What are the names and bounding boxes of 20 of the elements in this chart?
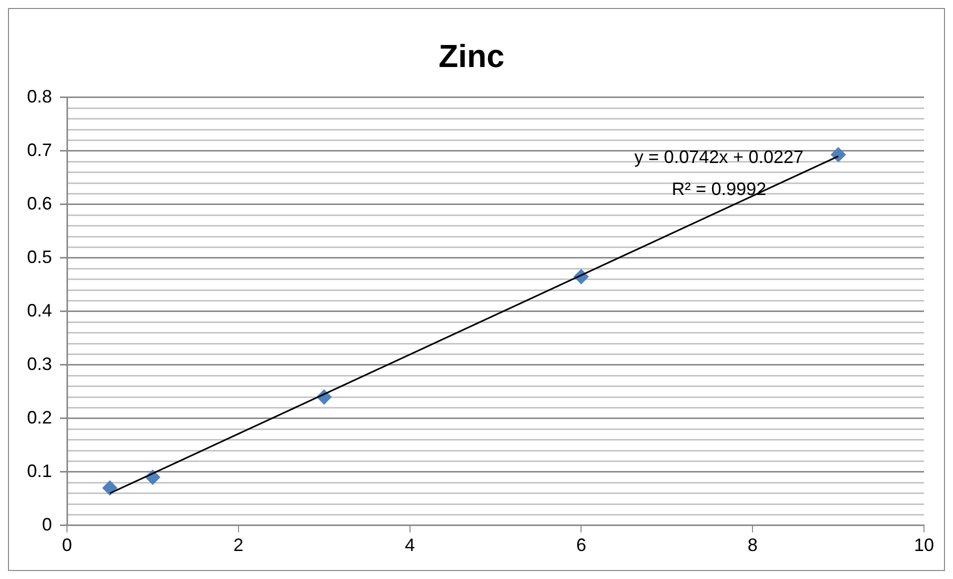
y-tick-label: 0.4 [26, 300, 52, 320]
y-tick-label: 0.5 [26, 246, 52, 267]
y-tick-label: 0.3 [26, 354, 52, 374]
y-tick-label: 0.8 [26, 86, 52, 106]
point [830, 147, 846, 162]
x-tick-label: 4 [404, 535, 415, 556]
x-tick-label: 6 [576, 535, 586, 556]
x-tick-label: 0 [62, 535, 72, 556]
x-tick-label: 2 [233, 535, 244, 556]
chart-title: Zinc [438, 38, 504, 74]
annotation: y = 0.0742x + 0.0227 [633, 147, 805, 168]
y-tick-label: 0 [42, 514, 52, 534]
point [102, 480, 118, 496]
y-tick-label: 0.1 [26, 460, 52, 481]
y-tick-label: 0.2 [26, 407, 52, 428]
annotation: R² = 0.9992 [670, 179, 768, 200]
x-tick-label: 8 [748, 535, 758, 556]
y-tick-label: 0.6 [26, 193, 52, 214]
y-tick-label: 0.7 [26, 140, 52, 160]
x-tick-label: 10 [914, 535, 934, 556]
